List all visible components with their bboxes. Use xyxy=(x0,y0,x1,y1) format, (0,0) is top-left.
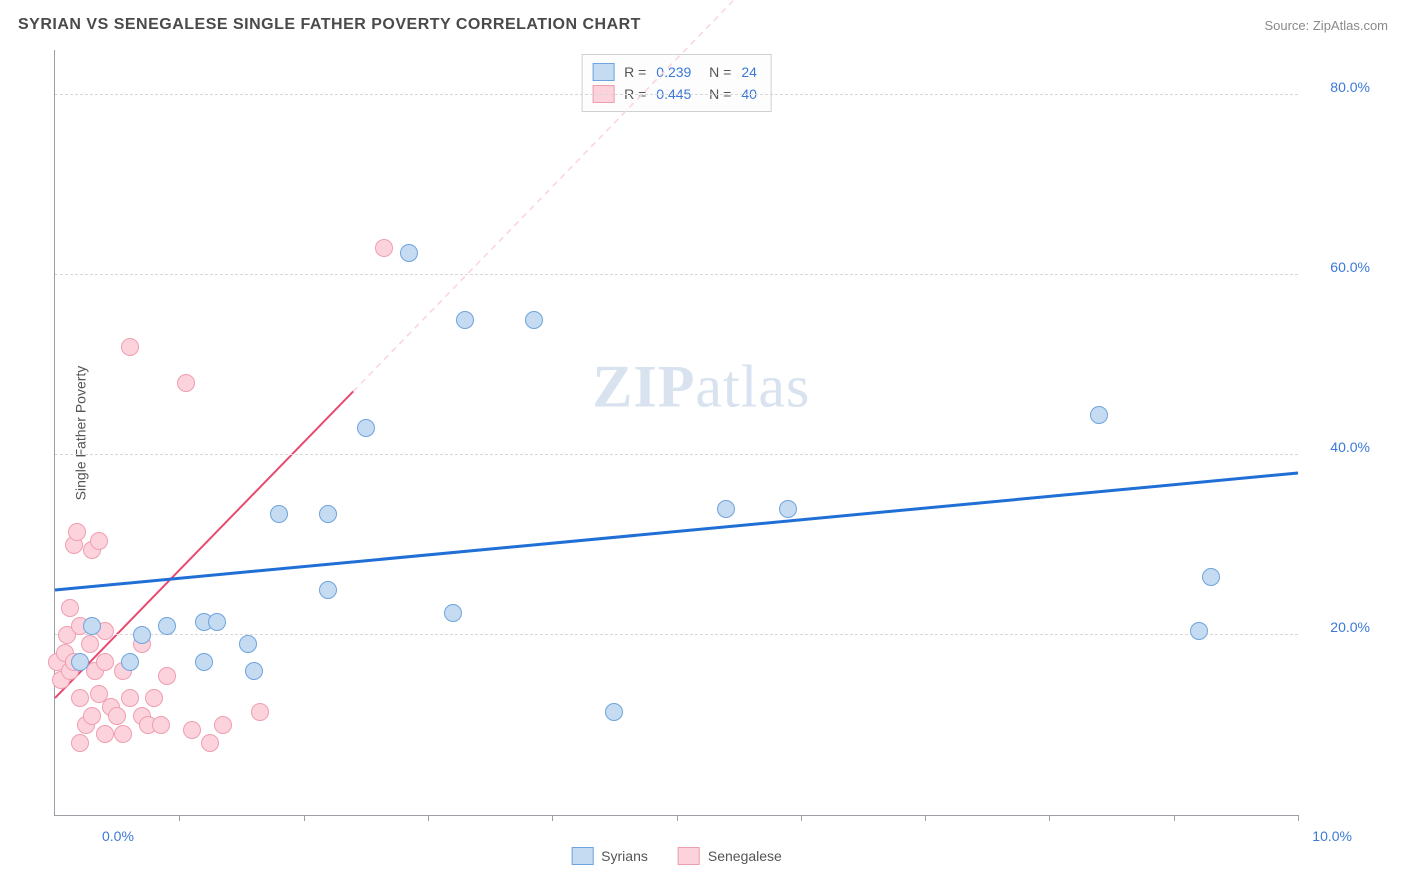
syrians-point xyxy=(83,617,101,635)
gridline xyxy=(55,634,1298,635)
senegalese-point xyxy=(214,716,232,734)
senegalese-point xyxy=(152,716,170,734)
senegalese-point xyxy=(121,338,139,356)
x-axis-max-label: 10.0% xyxy=(1312,828,1352,844)
swatch-senegalese-bottom xyxy=(678,847,700,865)
syrians-point xyxy=(319,505,337,523)
x-tick xyxy=(304,815,305,821)
syrians-point xyxy=(71,653,89,671)
x-tick xyxy=(179,815,180,821)
syrians-point xyxy=(444,604,462,622)
syrians-point xyxy=(158,617,176,635)
legend-row-syrians: R = 0.239 N = 24 xyxy=(592,61,757,83)
syrians-point xyxy=(133,626,151,644)
syrians-point xyxy=(1202,568,1220,586)
gridline xyxy=(55,274,1298,275)
syrians-point xyxy=(717,500,735,518)
y-axis-label: Single Father Poverty xyxy=(72,365,88,500)
senegalese-point xyxy=(251,703,269,721)
senegalese-point xyxy=(201,734,219,752)
page-title: SYRIAN VS SENEGALESE SINGLE FATHER POVER… xyxy=(18,16,641,34)
y-tick-label: 20.0% xyxy=(1330,619,1370,635)
syrians-point xyxy=(456,311,474,329)
trend-lines xyxy=(55,50,1298,815)
syrians-point xyxy=(1190,622,1208,640)
senegalese-point xyxy=(121,689,139,707)
y-tick-label: 40.0% xyxy=(1330,439,1370,455)
series-legend: Syrians Senegalese xyxy=(571,847,782,865)
syrians-point xyxy=(319,581,337,599)
chart-container: Single Father Poverty ZIPatlas R = 0.239… xyxy=(54,50,1376,840)
x-tick xyxy=(1174,815,1175,821)
x-axis-min-label: 0.0% xyxy=(102,828,134,844)
senegalese-point xyxy=(96,653,114,671)
x-tick xyxy=(801,815,802,821)
x-tick xyxy=(1298,815,1299,821)
senegalese-point xyxy=(145,689,163,707)
senegalese-point xyxy=(375,239,393,257)
syrians-point xyxy=(270,505,288,523)
syrians-point xyxy=(195,653,213,671)
gridline xyxy=(55,94,1298,95)
syrians-point xyxy=(400,244,418,262)
syrians-point xyxy=(357,419,375,437)
x-tick xyxy=(428,815,429,821)
watermark: ZIPatlas xyxy=(592,352,810,421)
legend-item-syrians: Syrians xyxy=(571,847,648,865)
swatch-syrians-bottom xyxy=(571,847,593,865)
senegalese-point xyxy=(183,721,201,739)
senegalese-point xyxy=(81,635,99,653)
senegalese-point xyxy=(90,532,108,550)
syrians-point xyxy=(208,613,226,631)
plot-area: Single Father Poverty ZIPatlas R = 0.239… xyxy=(54,50,1298,816)
syrians-point xyxy=(245,662,263,680)
senegalese-point xyxy=(177,374,195,392)
swatch-syrians xyxy=(592,63,614,81)
senegalese-point xyxy=(61,599,79,617)
senegalese-point xyxy=(114,725,132,743)
legend-item-senegalese: Senegalese xyxy=(678,847,782,865)
x-tick xyxy=(1049,815,1050,821)
senegalese-point xyxy=(71,689,89,707)
gridline xyxy=(55,454,1298,455)
x-tick xyxy=(925,815,926,821)
x-tick xyxy=(552,815,553,821)
correlation-legend: R = 0.239 N = 24 R = 0.445 N = 40 xyxy=(581,54,772,112)
senegalese-point xyxy=(83,707,101,725)
senegalese-point xyxy=(96,725,114,743)
senegalese-point xyxy=(108,707,126,725)
senegalese-point xyxy=(71,734,89,752)
senegalese-point xyxy=(158,667,176,685)
syrians-point xyxy=(239,635,257,653)
syrians-point xyxy=(779,500,797,518)
source-label: Source: ZipAtlas.com xyxy=(1264,18,1388,33)
syrians-point xyxy=(1090,406,1108,424)
n-value-syrians: 24 xyxy=(741,64,757,80)
syrians-point xyxy=(525,311,543,329)
y-tick-label: 60.0% xyxy=(1330,259,1370,275)
r-value-syrians: 0.239 xyxy=(656,64,691,80)
syrians-point xyxy=(605,703,623,721)
syrians-point xyxy=(121,653,139,671)
x-tick xyxy=(677,815,678,821)
y-tick-label: 80.0% xyxy=(1330,79,1370,95)
senegalese-point xyxy=(68,523,86,541)
